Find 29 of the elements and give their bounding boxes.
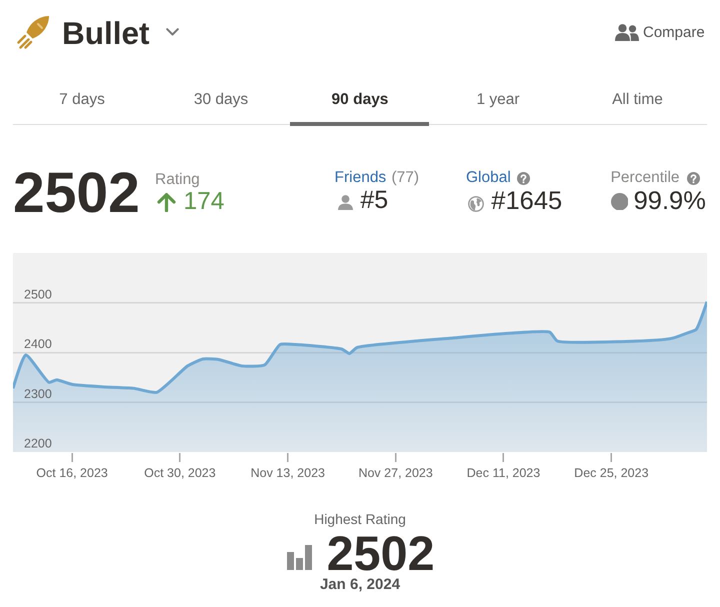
text: Global (466, 168, 511, 186)
text: Percentile (610, 168, 680, 186)
text: 174 (184, 188, 224, 214)
x-tick-label: Nov 13, 2023 (250, 466, 326, 480)
chart-title: Bullet (62, 15, 150, 51)
text: Friends (334, 168, 386, 186)
y-tick-label: 2400 (24, 337, 52, 352)
text: 2502 (13, 161, 140, 225)
y-tick-label: 2200 (24, 436, 52, 451)
y-tick-label: 2500 (24, 287, 52, 302)
text: Jan 6, 2024 (320, 576, 400, 592)
text: #1645 (491, 187, 562, 215)
text: #5 (360, 186, 388, 214)
x-tick-label: Nov 27, 2023 (358, 466, 433, 480)
text: 7 days (59, 91, 105, 108)
text: 90 days (332, 91, 388, 108)
x-tick-label: Dec 11, 2023 (466, 466, 540, 480)
text: (77) (392, 168, 420, 186)
x-tick-label: Oct 30, 2023 (144, 466, 216, 480)
text: 30 days (194, 91, 248, 108)
text: 1 year (476, 91, 520, 108)
text: All time (612, 91, 663, 108)
x-tick-label: Oct 16, 2023 (36, 466, 108, 480)
text: Compare (643, 24, 705, 40)
x-tick-label: Dec 25, 2023 (574, 466, 649, 480)
text: 99.9% (634, 187, 706, 215)
text: Rating (155, 171, 200, 188)
y-tick-label: 2300 (24, 386, 52, 401)
text: Highest Rating (314, 510, 406, 526)
